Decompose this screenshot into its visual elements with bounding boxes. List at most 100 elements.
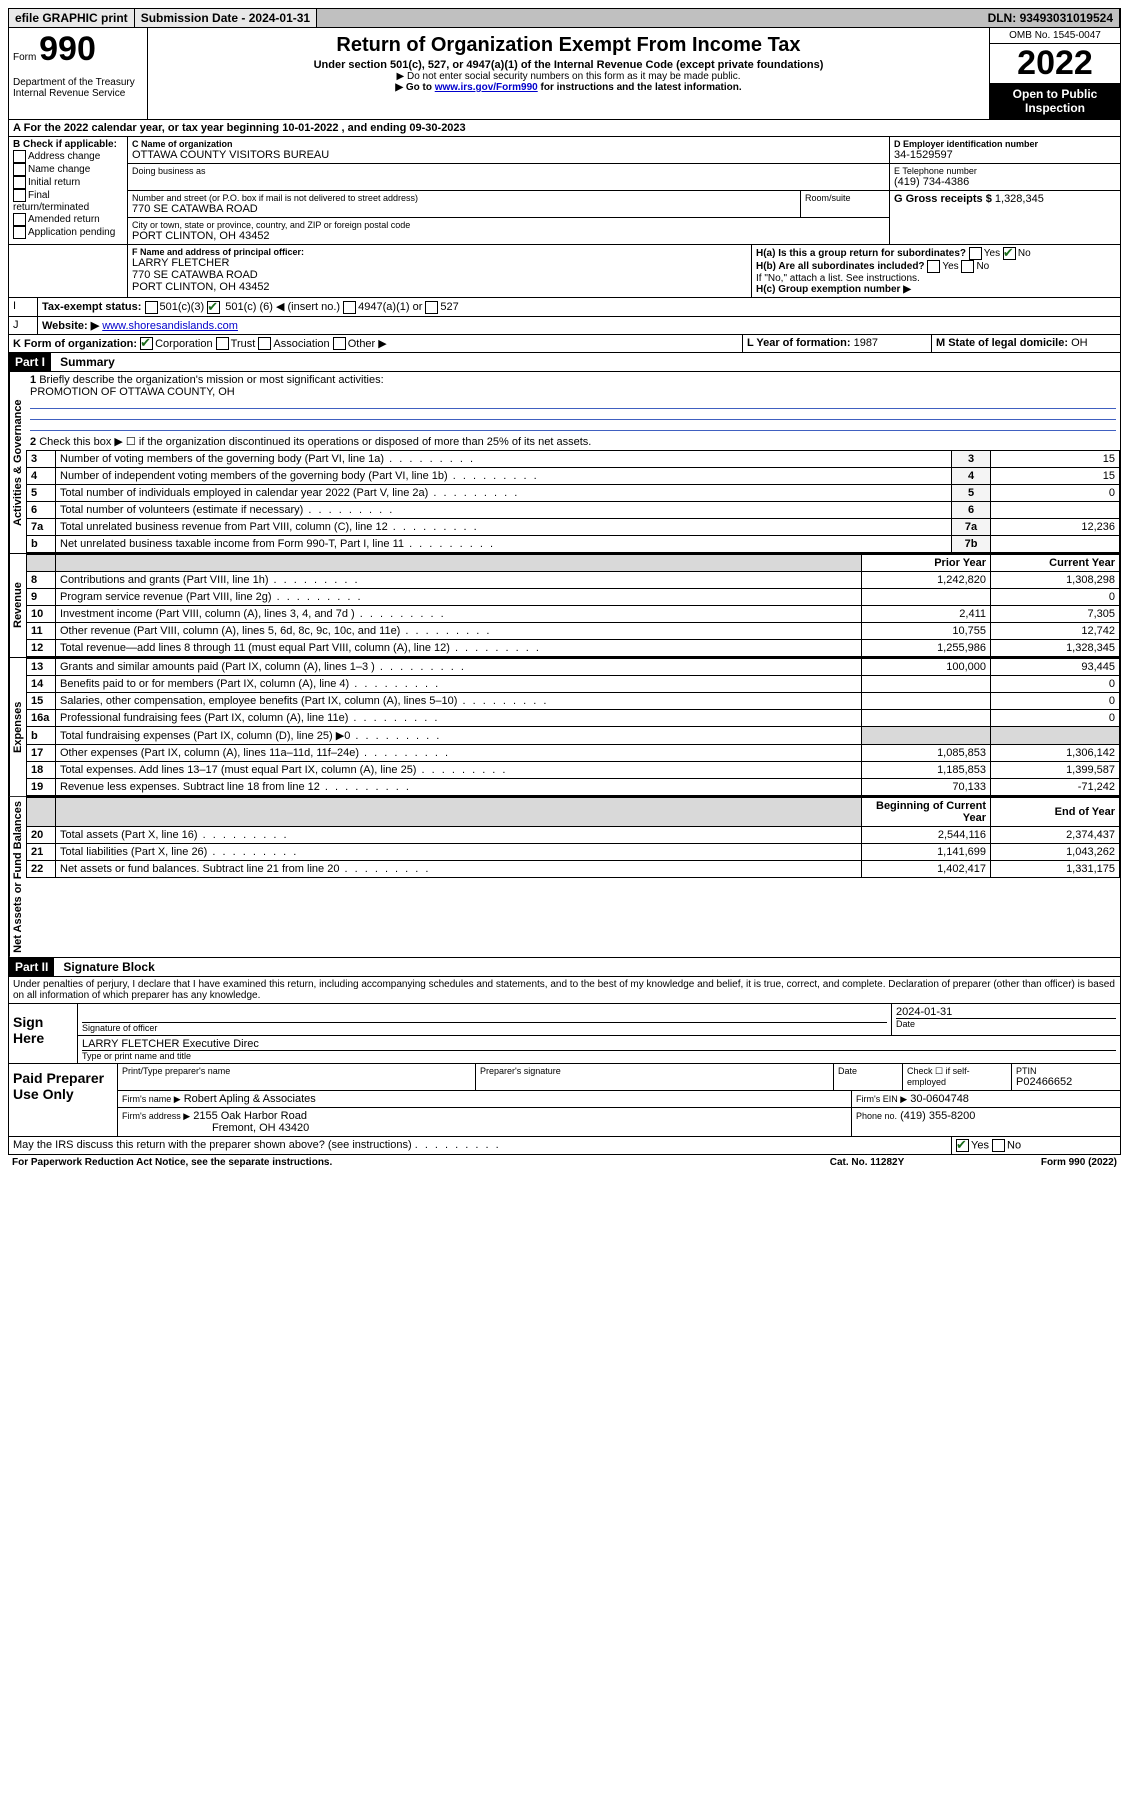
l5-text: Total number of individuals employed in … [60,487,428,499]
paid-preparer-block: Paid Preparer Use Only Print/Type prepar… [8,1064,1121,1137]
sign-fields: Signature of officer 2024-01-31 Date LAR… [78,1004,1120,1063]
i-527-checkbox[interactable] [425,301,438,314]
may-discuss-text: May the IRS discuss this return with the… [13,1139,412,1151]
ha-yes: Yes [984,248,1000,259]
section-b: B Check if applicable: Address change Na… [9,137,128,244]
activities-block: 1 Briefly describe the organization's mi… [26,372,1120,553]
hb-label: H(b) Are all subordinates included? [756,261,925,272]
firm-ein-value: 30-0604748 [910,1093,969,1105]
ha-no-checkbox[interactable] [1003,247,1016,260]
line-7a: 7a Total unrelated business revenue from … [27,519,1120,536]
b-name: Name change [13,163,123,176]
c-room-label: Room/suite [805,193,885,203]
a-pre: For the 2022 calendar year, or tax year … [24,122,283,134]
i-label: Tax-exempt status: [42,301,141,313]
i-c3: 501(c)(3) [160,301,205,313]
k-trust: Trust [231,338,256,350]
sig-row: Signature of officer 2024-01-31 Date [78,1004,1120,1036]
part1-header-row: Part I Summary [8,353,1121,372]
k-assoc-checkbox[interactable] [258,337,271,350]
sig-officer: Signature of officer [78,1004,891,1035]
c-city-label: City or town, state or province, country… [132,220,885,230]
checkbox-name[interactable] [13,163,26,176]
j-letter: J [9,317,38,334]
k-other: Other ▶ [348,338,387,350]
k-trust-checkbox[interactable] [216,337,229,350]
i-527: 527 [440,301,458,313]
k-other-checkbox[interactable] [333,337,346,350]
h-a: H(a) Is this a group return for subordin… [756,247,1116,260]
section-d-e-g: D Employer identification number 34-1529… [890,137,1120,244]
pp-name-label: Print/Type preparer's name [118,1064,476,1090]
part1-header: Part I [9,353,51,371]
l7b-n: 7b [952,536,991,553]
a-end: 09-30-2023 [409,122,465,134]
b-name-label: Name change [28,164,90,175]
form-header: Form 990 Department of the Treasury Inte… [8,28,1121,120]
form-label: Form [13,52,36,63]
l7a-text: Total unrelated business revenue from Pa… [60,521,388,533]
expenses-table: 13Grants and similar amounts paid (Part … [26,658,1120,796]
submission-date: Submission Date - 2024-01-31 [135,9,317,27]
i-4947-checkbox[interactable] [343,301,356,314]
expenses-table-wrap: 13Grants and similar amounts paid (Part … [26,658,1120,796]
hb-note: If "No," attach a list. See instructions… [756,273,1116,284]
b-final: Final return/terminated [13,189,123,213]
hb-no-checkbox[interactable] [961,260,974,273]
discuss-no-checkbox[interactable] [992,1139,1005,1152]
firm-name: Firm's name ▶ Robert Apling & Associates [118,1091,852,1107]
q1-line3 [30,420,1116,431]
k-corp-checkbox[interactable] [140,337,153,350]
col-eoy: End of Year [991,798,1120,827]
topbar-spacer [317,9,981,27]
pp-row1: Print/Type preparer's name Preparer's si… [118,1064,1120,1091]
ha-label: H(a) Is this a group return for subordin… [756,248,966,259]
website-link[interactable]: www.shoresandislands.com [102,320,238,332]
q2-text: Check this box ▶ ☐ if the organization d… [39,436,591,448]
line-5: 5Total number of individuals employed in… [27,485,1120,502]
section-e: E Telephone number (419) 734-4386 [890,164,1120,191]
b-app: Application pending [13,226,123,239]
i-501c-checkbox[interactable] [207,301,220,314]
checkbox-app[interactable] [13,226,26,239]
pp-check: Check ☐ if self-employed [903,1064,1012,1090]
irs-link[interactable]: www.irs.gov/Form990 [435,82,538,93]
note2-pre: ▶ Go to [395,82,434,93]
pp-date-label: Date [834,1064,903,1090]
efile-print-button[interactable]: efile GRAPHIC print [9,9,135,27]
discuss-no: No [1007,1139,1021,1151]
revenue-table: Prior YearCurrent Year 8Contributions an… [26,554,1120,657]
sign-here-label: Sign Here [9,1004,78,1063]
part2-title: Signature Block [57,958,160,976]
i-501c3-checkbox[interactable] [145,301,158,314]
checkbox-final[interactable] [13,189,26,202]
f-label: F Name and address of principal officer: [132,247,747,257]
may-discuss: May the IRS discuss this return with the… [9,1137,952,1154]
phone-label: Phone no. [856,1111,897,1121]
paid-preparer-label: Paid Preparer Use Only [9,1064,118,1136]
street-value: 770 SE CATAWBA ROAD [132,203,796,215]
c-dba-row: Doing business as [128,164,889,191]
checkbox-amend[interactable] [13,213,26,226]
line-6: 6Total number of volunteers (estimate if… [27,502,1120,519]
section-g: G Gross receipts $ 1,328,345 [890,191,1120,207]
ha-yes-checkbox[interactable] [969,247,982,260]
table-row: 21Total liabilities (Part X, line 26)1,1… [27,844,1120,861]
netassets-table-wrap: Beginning of Current YearEnd of Year 20T… [26,797,1120,957]
activities-table: 3Number of voting members of the governi… [26,450,1120,553]
checkbox-init[interactable] [13,176,26,189]
m-label: M State of legal domicile: [936,337,1068,349]
part2-header: Part II [9,958,54,976]
l3-n: 3 [952,451,991,468]
title-block: Return of Organization Exempt From Incom… [148,28,989,119]
hb-yes-checkbox[interactable] [927,260,940,273]
col-curr: Current Year [991,555,1120,572]
netassets-table: Beginning of Current YearEnd of Year 20T… [26,797,1120,878]
q1-line2 [30,409,1116,420]
checkbox-addr[interactable] [13,150,26,163]
b-app-label: Application pending [28,227,115,238]
discuss-yes-checkbox[interactable] [956,1139,969,1152]
l7a-n: 7a [952,519,991,536]
discuss-yes: Yes [971,1139,989,1151]
ha-no: No [1018,248,1031,259]
